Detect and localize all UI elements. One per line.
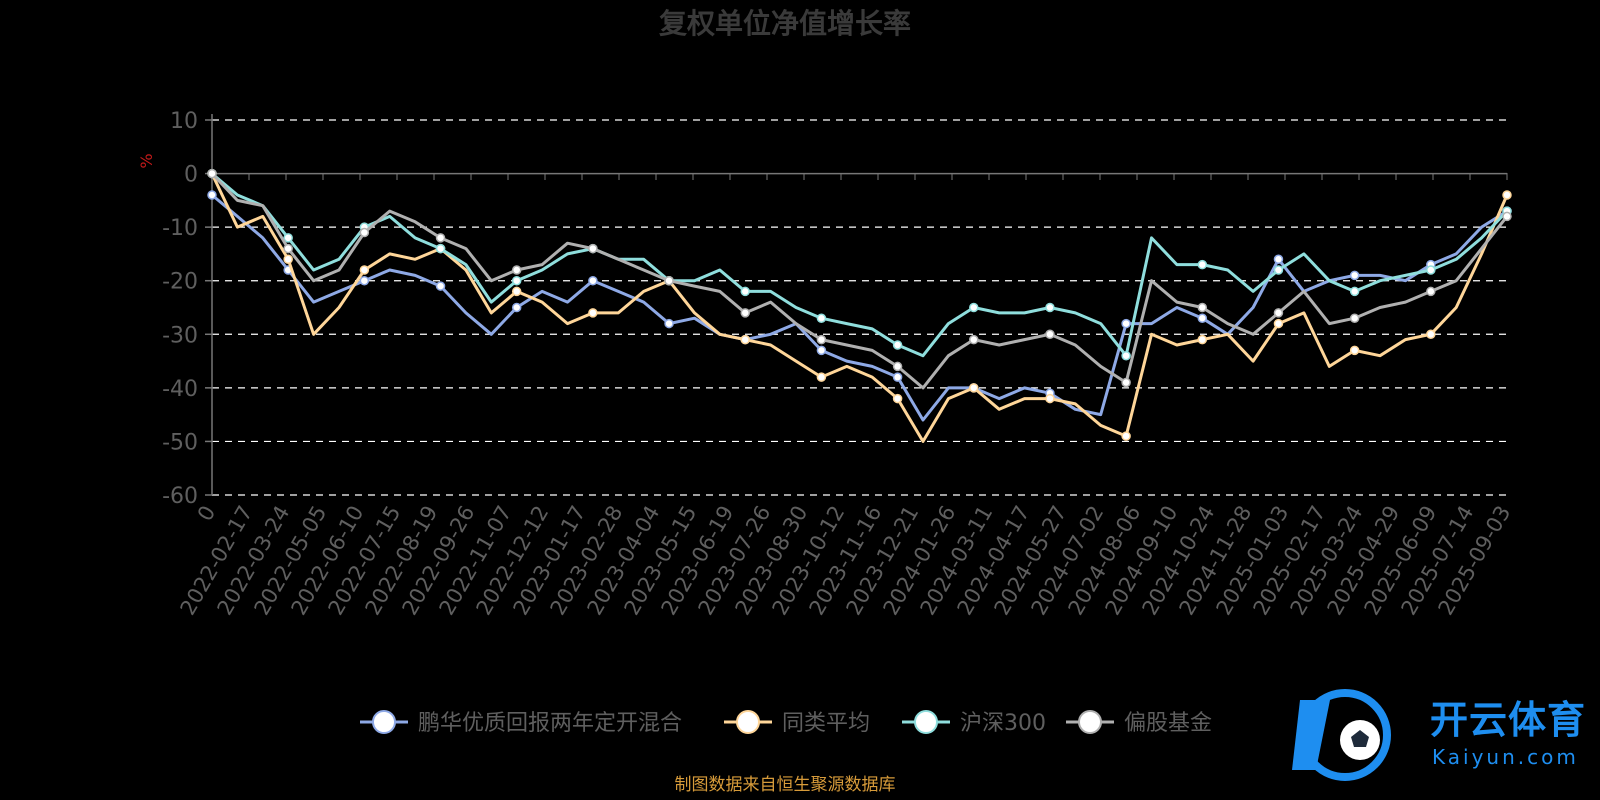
legend-marker — [1078, 710, 1102, 734]
data-point — [207, 190, 217, 200]
legend-label: 同类平均 — [782, 711, 870, 736]
data-point — [588, 308, 598, 318]
y-tick-label: -40 — [162, 377, 198, 402]
data-point — [816, 313, 827, 323]
data-point — [1045, 329, 1055, 340]
y-tick-label: -10 — [162, 216, 198, 241]
series-line-1 — [210, 172, 1509, 443]
data-point — [283, 233, 293, 243]
data-point — [816, 372, 827, 382]
legend-marker — [914, 710, 938, 734]
data-point — [1197, 259, 1208, 270]
data-point — [435, 243, 446, 254]
data-point — [511, 275, 522, 286]
series-line-3 — [210, 172, 1509, 390]
brand-name: 开云体育 — [1430, 698, 1586, 742]
data-point — [1273, 318, 1284, 329]
data-point — [588, 275, 598, 286]
data-point — [511, 286, 522, 297]
data-point — [588, 243, 598, 254]
data-point — [359, 227, 370, 238]
y-tick-label: -30 — [162, 323, 198, 348]
data-point — [511, 302, 522, 313]
data-point — [359, 265, 370, 275]
y-tick-label: 10 — [170, 109, 198, 134]
series-line-0 — [211, 193, 1508, 422]
data-point — [1273, 265, 1284, 275]
data-point — [1121, 377, 1131, 388]
legend-marker — [736, 710, 760, 734]
data-point — [740, 334, 750, 345]
data-point — [892, 361, 903, 372]
brand-domain: Kaiyun.com — [1432, 745, 1579, 769]
data-point — [1121, 318, 1131, 329]
chart-title: 复权单位净值增长率 — [659, 7, 911, 40]
legend-label: 鹏华优质回报两年定开混合 — [418, 711, 682, 736]
legend-item[interactable]: 鹏华优质回报两年定开混合 — [360, 710, 682, 736]
data-point — [1273, 254, 1284, 265]
data-point — [1502, 190, 1512, 200]
data-point — [1045, 302, 1055, 313]
x-tick-label: 0 — [193, 502, 220, 526]
data-point — [1045, 393, 1055, 404]
data-point — [1426, 286, 1436, 297]
data-point — [740, 308, 750, 318]
legend-label: 偏股基金 — [1124, 711, 1212, 736]
data-point — [892, 393, 903, 404]
data-point — [1349, 286, 1360, 297]
data-point — [816, 345, 827, 356]
data-point — [283, 254, 293, 265]
legend-item[interactable]: 沪深300 — [902, 710, 1046, 736]
data-point — [207, 168, 217, 179]
soccer-ball-icon — [1292, 689, 1391, 781]
data-point — [1197, 302, 1208, 313]
data-point — [1121, 431, 1131, 441]
data-point — [892, 340, 903, 350]
data-point — [1197, 313, 1208, 323]
data-point — [664, 275, 674, 286]
data-point — [816, 334, 827, 345]
data-point — [892, 372, 903, 382]
brand-logo: 开云体育 Kaiyun.com — [1292, 689, 1586, 781]
gridlines — [212, 119, 1507, 496]
data-point — [740, 286, 750, 297]
legend[interactable]: 鹏华优质回报两年定开混合 同类平均 沪深300 偏股基金 — [360, 710, 1212, 736]
y-tick-label: -60 — [162, 484, 198, 509]
y-tick-label: -50 — [162, 430, 198, 455]
legend-item[interactable]: 同类平均 — [724, 710, 870, 736]
legend-item[interactable]: 偏股基金 — [1066, 710, 1212, 736]
data-point — [1349, 345, 1360, 356]
data-point — [664, 318, 674, 329]
data-point — [1273, 308, 1284, 318]
y-axis-ticks: 10 0 -10 -20 -30 -40 -50 -60 — [162, 109, 213, 509]
data-point — [1426, 329, 1436, 340]
data-point — [969, 334, 979, 345]
data-point — [1349, 313, 1360, 323]
data-point — [359, 275, 370, 286]
data-point — [1121, 350, 1131, 361]
y-tick-label: -20 — [162, 270, 198, 295]
data-point — [969, 383, 979, 393]
data-point — [1426, 265, 1436, 275]
data-source-note: 制图数据来自恒生聚源数据库 — [675, 775, 896, 795]
legend-marker — [372, 710, 396, 734]
data-point — [1349, 270, 1360, 281]
data-point — [511, 265, 522, 275]
y-axis-label: % — [137, 153, 156, 168]
y-tick-label: 0 — [184, 163, 198, 188]
series-lines — [207, 168, 1512, 443]
data-point — [435, 233, 446, 243]
data-point — [969, 302, 979, 313]
data-point — [1502, 211, 1512, 222]
series-line-2 — [211, 172, 1509, 358]
data-point — [283, 243, 293, 254]
legend-label: 沪深300 — [960, 711, 1046, 736]
x-axis: 02022-02-172022-03-242022-05-052022-06-1… — [176, 173, 1515, 619]
data-point — [1197, 334, 1208, 345]
data-point — [435, 281, 446, 291]
